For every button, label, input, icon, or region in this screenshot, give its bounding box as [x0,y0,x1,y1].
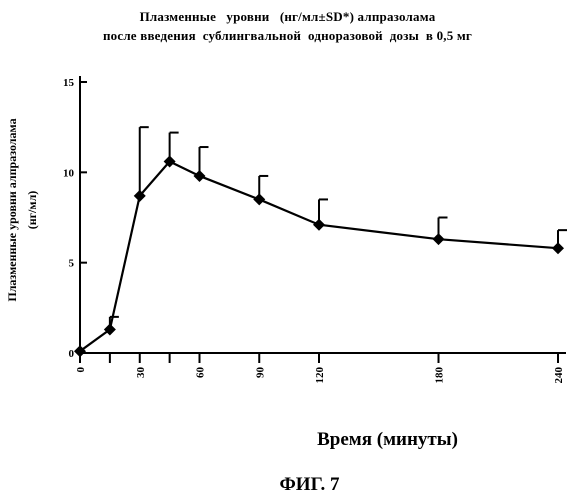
data-point [103,323,116,336]
axes [79,76,566,363]
x-tick-label: 90 [254,367,266,379]
x-tick-label: 240 [553,367,565,384]
chart-title-line2: после введения сублингвальной одноразово… [102,28,473,43]
y-axis-label-line2: (нг/мл) [25,191,39,230]
data-point [313,218,325,231]
y-axis-label-line1: Плазменные уровни алпразолама [5,118,19,301]
figure-label: ФИГ. 7 [279,474,340,495]
data-point [163,155,176,168]
data-point [432,233,445,246]
x-tick-label: 180 [434,367,446,384]
data-point [133,189,146,202]
chart-title-line1: Плазменные уровни (нг/мл±SD*) алпразолам… [139,9,436,24]
y-axis-label: Плазменные уровни алпразолама (нг/мл) [5,118,39,301]
x-tick-label: 30 [135,367,147,379]
y-tick-label: 0 [69,348,75,360]
data-points [74,155,564,358]
x-axis-label: Время (минуты) [317,429,458,450]
data-point [74,345,86,358]
x-tick-label: 0 [75,367,87,373]
data-point [193,169,206,182]
series-line [79,160,559,353]
y-tick-label: 5 [69,258,75,270]
series-polyline [79,160,559,353]
x-tick-label: 120 [314,367,326,384]
y-tick-label: 10 [63,167,75,179]
data-point [552,242,564,255]
data-point [253,193,266,206]
error-bars [108,126,567,330]
x-tick-label: 60 [195,367,207,379]
tick-labels: 0 5 10 15 0 30 60 90 120 180 240 [63,77,565,384]
y-tick-label: 15 [63,77,75,89]
